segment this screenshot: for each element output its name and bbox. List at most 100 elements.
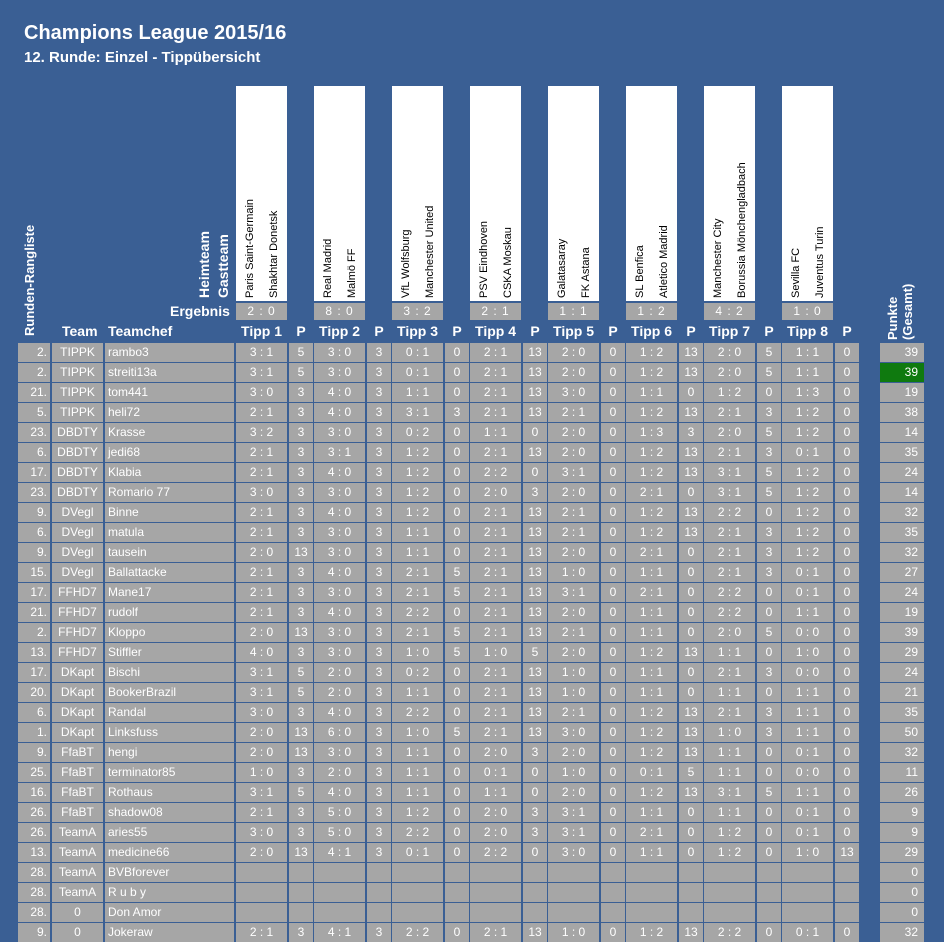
tipp-cell: 1 : 1 <box>704 763 755 782</box>
tipp-cell <box>704 863 755 882</box>
points-cell: 13 <box>289 623 313 642</box>
tipp-cell: 1 : 0 <box>236 763 287 782</box>
points-cell: 3 <box>367 463 391 482</box>
points-cell: 0 <box>835 523 859 542</box>
tipp-cell: 2 : 1 <box>236 803 287 822</box>
rank-cell: 23. <box>18 483 50 502</box>
points-cell: 3 <box>367 923 391 942</box>
tipp-cell <box>392 863 443 882</box>
team-cell: FFHD7 <box>52 623 103 642</box>
points-cell: 0 <box>835 463 859 482</box>
tipp-cell: 2 : 2 <box>392 923 443 942</box>
total-points-cell: 32 <box>880 543 924 562</box>
points-cell: 0 <box>601 743 625 762</box>
tipp-cell: 5 : 0 <box>314 823 365 842</box>
tipp-cell: 3 : 0 <box>236 383 287 402</box>
tipp-cell: 3 : 1 <box>548 463 599 482</box>
tipp-cell: 4 : 0 <box>236 643 287 662</box>
tipp-cell: 1 : 1 <box>392 683 443 702</box>
away-team-name: Malmö FF <box>346 248 358 299</box>
total-points-cell: 21 <box>880 683 924 702</box>
gastteam-label: Gastteam <box>215 234 231 298</box>
rank-cell: 9. <box>18 543 50 562</box>
tipp-cell: 2 : 0 <box>314 683 365 702</box>
tipp-cell: 0 : 1 <box>470 763 521 782</box>
away-team-name: Juventus Turin <box>814 226 826 298</box>
rank-cell: 9. <box>18 923 50 942</box>
home-team-name: Real Madrid <box>322 238 334 298</box>
tipp-cell: 1 : 1 <box>782 703 833 722</box>
tipp-cell: 3 : 1 <box>236 683 287 702</box>
tipp-cell: 0 : 2 <box>392 423 443 442</box>
points-cell: 0 <box>445 523 469 542</box>
tipp-cell: 2 : 1 <box>470 603 521 622</box>
total-points-cell: 29 <box>880 643 924 662</box>
points-cell: 0 <box>835 683 859 702</box>
points-cell: 0 <box>679 663 703 682</box>
points-cell: 3 <box>367 523 391 542</box>
teamchef-cell: Mane17 <box>105 583 234 602</box>
tipp-cell: 2 : 0 <box>704 623 755 642</box>
table-row: 28. TeamA R u b y 0 <box>0 883 944 902</box>
tipp-cell: 1 : 2 <box>704 823 755 842</box>
points-cell: 3 <box>523 743 547 762</box>
away-team-name: Borussia Mönchengladbach <box>736 162 748 298</box>
tipp-cell: 2 : 1 <box>470 383 521 402</box>
rank-cell: 2. <box>18 623 50 642</box>
tipp-cell: 2 : 2 <box>470 843 521 862</box>
points-cell: 0 <box>835 723 859 742</box>
rank-cell: 26. <box>18 823 50 842</box>
match-card <box>704 86 755 301</box>
rank-cell: 28. <box>18 883 50 902</box>
points-cell: 0 <box>601 623 625 642</box>
table-row: 28. TeamA BVBforever 0 <box>0 863 944 882</box>
tipp-cell: 2 : 1 <box>470 523 521 542</box>
tipp-cell <box>236 883 287 902</box>
tipp-cell <box>704 883 755 902</box>
tipp-cell: 1 : 1 <box>704 683 755 702</box>
home-team-name: Manchester City <box>712 218 724 298</box>
tipp-cell: 2 : 0 <box>314 663 365 682</box>
tipp-cell: 3 : 1 <box>548 803 599 822</box>
total-points-cell: 0 <box>880 863 924 882</box>
teamchef-cell: heli72 <box>105 403 234 422</box>
points-cell: 0 <box>757 583 781 602</box>
points-cell: 13 <box>523 603 547 622</box>
points-cell: 0 <box>835 803 859 822</box>
points-cell: 3 <box>289 823 313 842</box>
tipp-cell: 2 : 1 <box>704 543 755 562</box>
tipp-cell: 1 : 0 <box>548 683 599 702</box>
tipp-cell: 1 : 2 <box>782 543 833 562</box>
tipp-cell: 2 : 1 <box>470 923 521 942</box>
tipp-cell: 2 : 1 <box>704 563 755 582</box>
teamchef-cell: rudolf <box>105 603 234 622</box>
ergebnis-label: Ergebnis <box>170 303 230 319</box>
tipp-cell: 1 : 2 <box>626 643 677 662</box>
tipp-cell: 1 : 1 <box>392 383 443 402</box>
match-result: 1 : 1 <box>548 303 599 320</box>
total-points-cell: 9 <box>880 823 924 842</box>
tipp-cell: 0 : 1 <box>782 563 833 582</box>
tipp-cell: 2 : 1 <box>626 583 677 602</box>
tipp-cell: 0 : 1 <box>782 823 833 842</box>
tipp-cell: 1 : 2 <box>626 523 677 542</box>
points-cell: 3 <box>367 643 391 662</box>
points-cell: 0 <box>523 463 547 482</box>
points-cell: 3 <box>367 783 391 802</box>
tipp-cell: 3 : 0 <box>314 623 365 642</box>
tipp-cell <box>626 883 677 902</box>
teamchef-cell: matula <box>105 523 234 542</box>
total-points-cell: 39 <box>880 363 924 382</box>
points-cell: 0 <box>601 543 625 562</box>
teamchef-cell: Binne <box>105 503 234 522</box>
tipp-cell: 4 : 0 <box>314 503 365 522</box>
total-points-cell: 32 <box>880 923 924 942</box>
tipp-cell: 4 : 0 <box>314 463 365 482</box>
tipp-cell: 1 : 1 <box>626 663 677 682</box>
tipp-header: Tipp 8 <box>787 323 828 339</box>
